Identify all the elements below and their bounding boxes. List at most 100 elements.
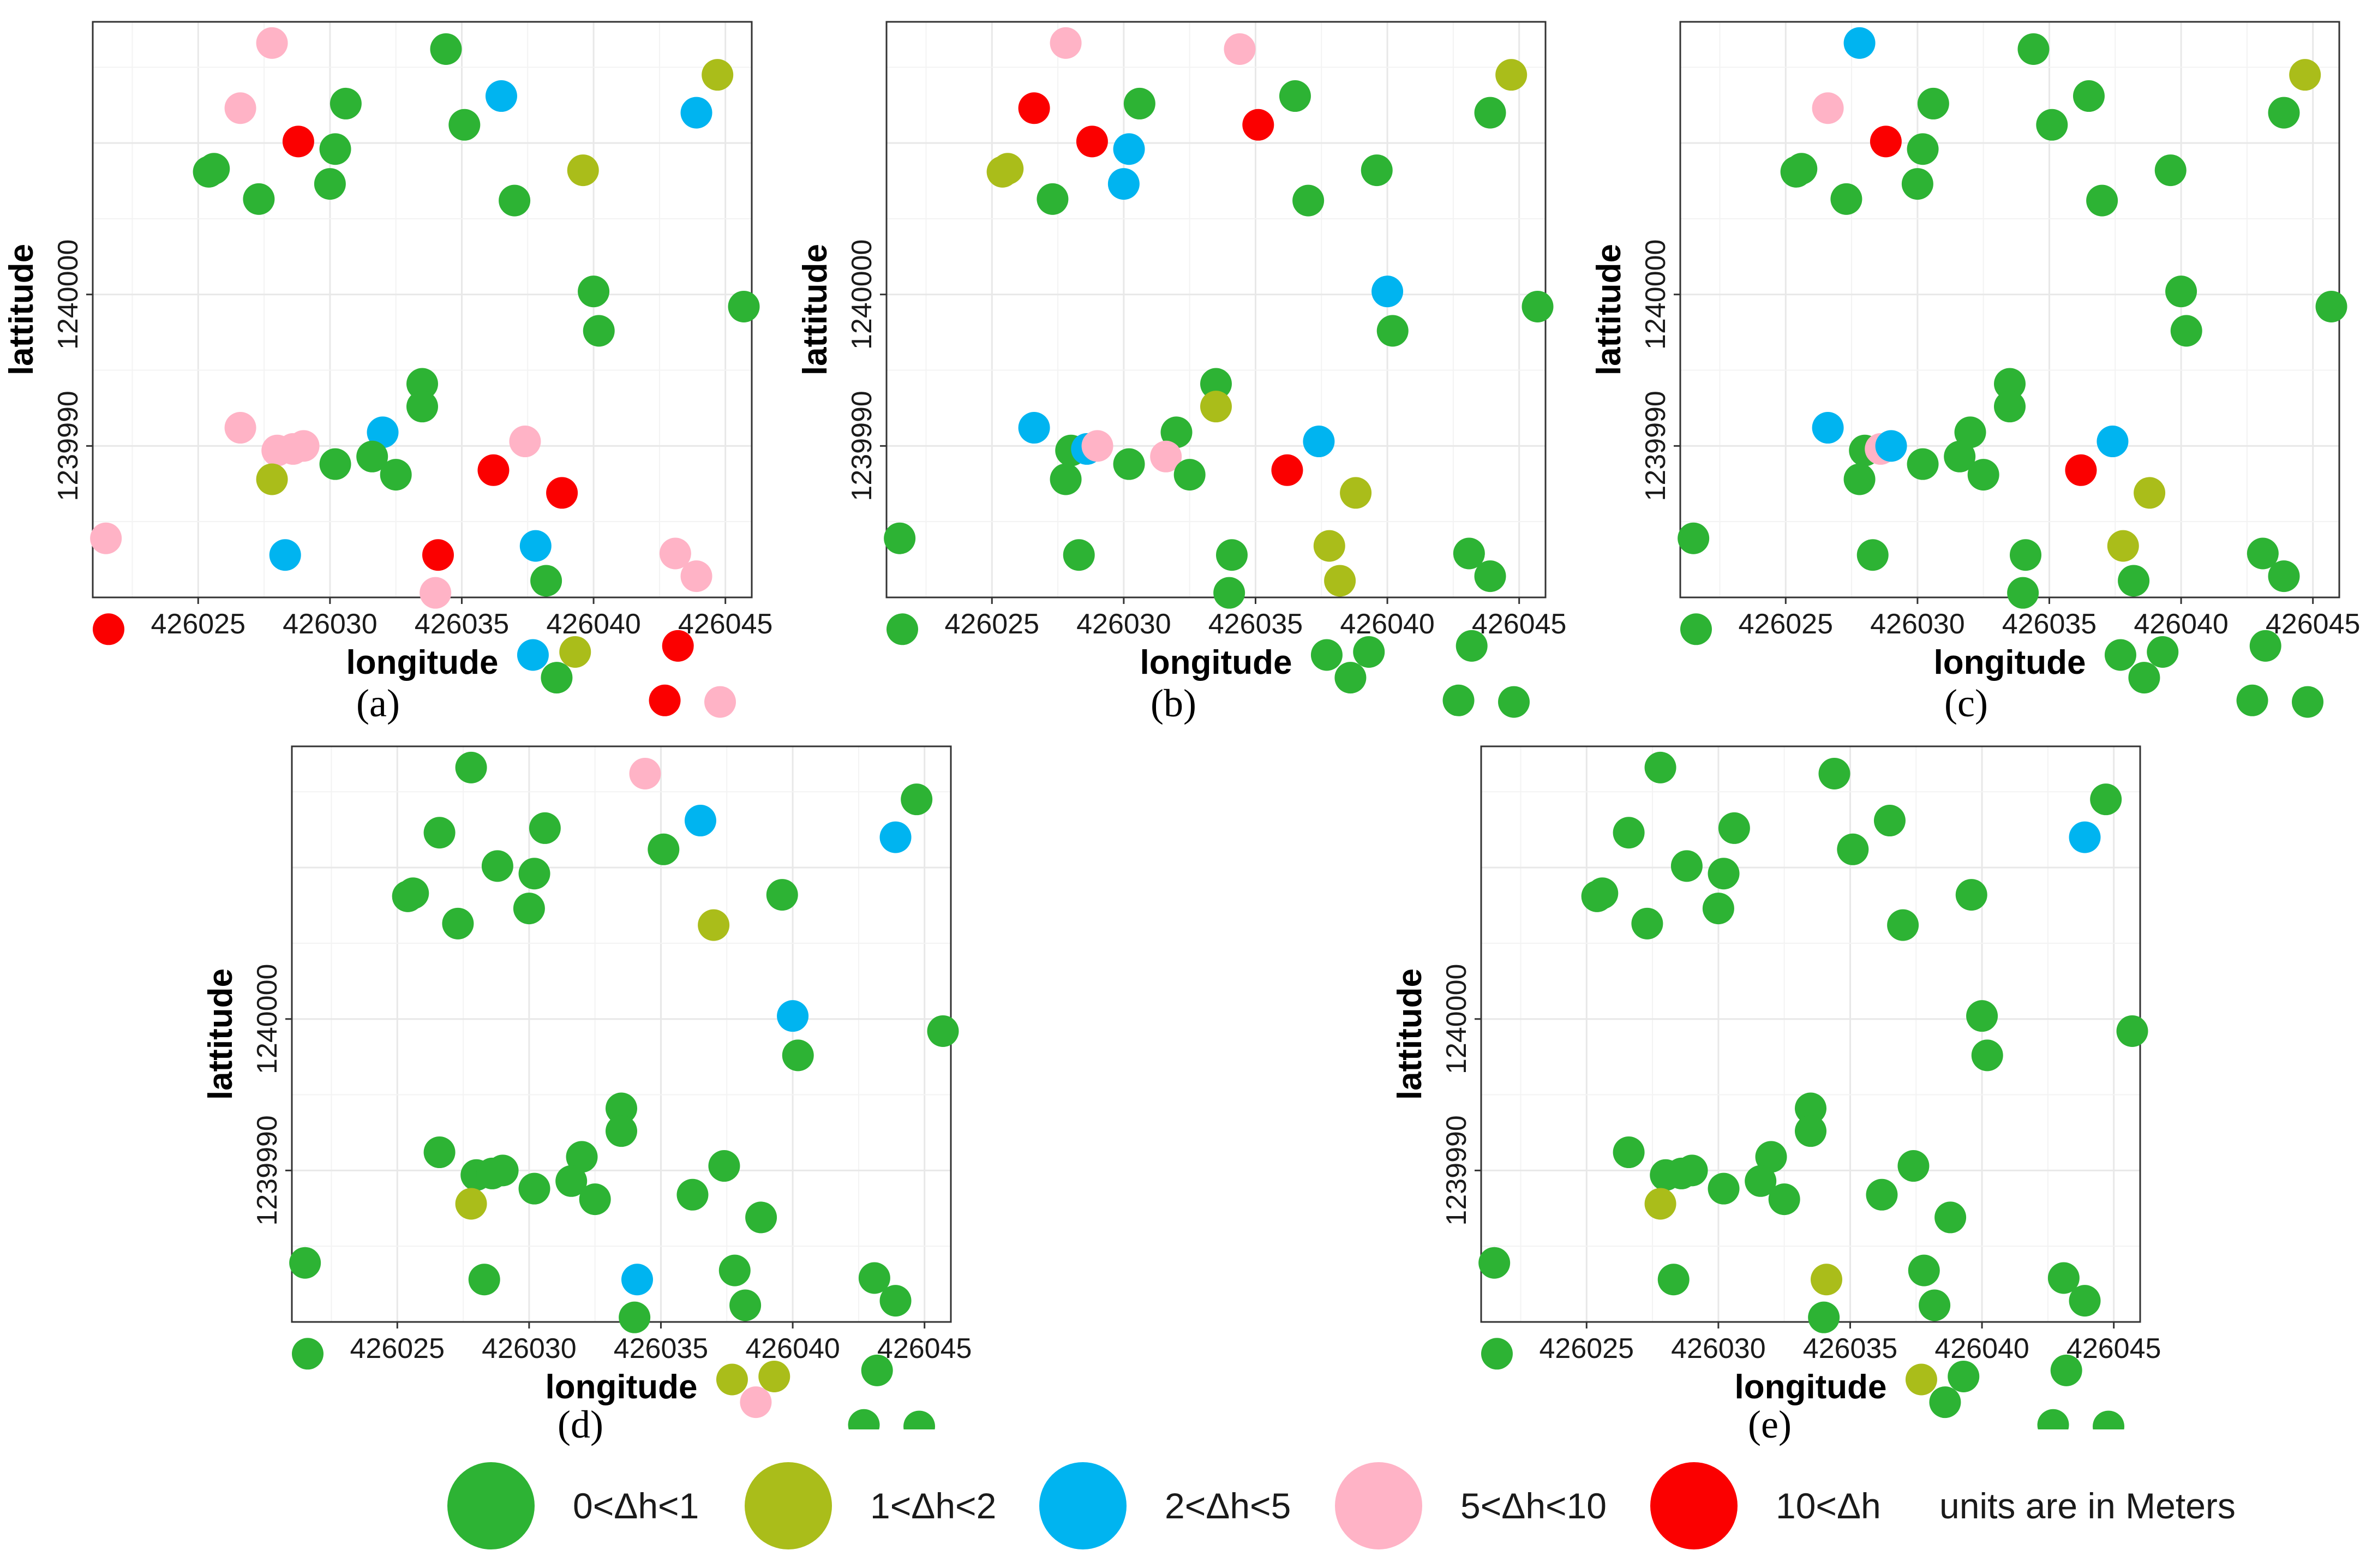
- data-point: [1887, 909, 1919, 941]
- data-point: [777, 1000, 809, 1032]
- x-tick-label: 426025: [1540, 1333, 1634, 1364]
- y-axis-title: lattitude: [3, 244, 40, 375]
- x-axis-title: longitude: [1735, 1368, 1887, 1406]
- data-point: [1670, 850, 1703, 882]
- y-tick-label: 1239990: [52, 391, 84, 501]
- data-point: [1873, 805, 1906, 837]
- data-point: [1453, 537, 1485, 570]
- data-point: [1875, 430, 1907, 462]
- data-point: [2118, 565, 2150, 597]
- data-point: [2097, 426, 2129, 458]
- data-point: [2069, 1285, 2101, 1317]
- data-point: [2065, 454, 2097, 486]
- data-point: [1812, 412, 1844, 444]
- data-point: [406, 391, 438, 423]
- data-point: [1631, 907, 1663, 939]
- data-point: [1478, 1247, 1511, 1279]
- data-point: [2116, 1015, 2148, 1047]
- data-point: [583, 315, 615, 347]
- data-point: [1455, 630, 1488, 662]
- data-point: [2017, 33, 2050, 65]
- data-point: [1680, 613, 1712, 645]
- x-tick-label: 426030: [283, 608, 378, 640]
- data-point: [1905, 1363, 1937, 1396]
- data-point: [1830, 183, 1862, 215]
- plot-frame: [1679, 21, 2340, 599]
- data-point: [1481, 1338, 1513, 1370]
- data-point: [1081, 430, 1113, 462]
- data-point: [224, 412, 256, 444]
- data-point: [1644, 1188, 1676, 1220]
- data-point: [740, 1386, 772, 1419]
- data-point: [1215, 539, 1248, 571]
- data-point: [2268, 560, 2300, 593]
- data-point: [1303, 426, 1335, 458]
- data-point: [448, 109, 481, 141]
- y-axis-title: lattitude: [1590, 244, 1628, 375]
- x-axis-title: longitude: [346, 644, 499, 681]
- data-point: [745, 1201, 777, 1234]
- data-point: [477, 454, 510, 486]
- data-point: [546, 477, 578, 509]
- data-point: [256, 27, 288, 59]
- data-point: [903, 1410, 936, 1429]
- data-point: [513, 893, 545, 925]
- data-point: [559, 636, 591, 668]
- data-point: [1657, 1264, 1690, 1296]
- panel-label-d: (d): [558, 1403, 603, 1446]
- data-point: [1967, 459, 1999, 491]
- data-point: [1442, 684, 1475, 716]
- data-point: [1292, 184, 1325, 217]
- data-point: [499, 184, 531, 217]
- y-tick-label: 1240000: [251, 964, 283, 1074]
- data-point: [1037, 183, 1069, 215]
- data-point: [518, 1172, 550, 1205]
- data-point: [698, 909, 730, 941]
- data-point: [319, 133, 351, 165]
- data-point: [291, 1338, 324, 1370]
- scatter-panels: 426025 426030 426035 426040 426045 1239990 124…: [3, 21, 2360, 1429]
- x-tick-label: 426035: [415, 608, 510, 640]
- data-point: [2154, 154, 2187, 187]
- data-point: [1837, 833, 1869, 865]
- data-point: [676, 1178, 709, 1211]
- data-point: [1907, 448, 1939, 480]
- data-point: [992, 153, 1024, 185]
- data-point: [243, 183, 275, 215]
- data-point: [1919, 1289, 1951, 1321]
- data-point: [1113, 133, 1145, 165]
- data-point: [289, 1247, 321, 1279]
- data-point: [708, 1150, 740, 1182]
- x-tick-label: 426035: [2002, 608, 2097, 640]
- data-point: [702, 59, 734, 91]
- data-point: [1955, 879, 1987, 911]
- x-tick-label: 426045: [678, 608, 773, 640]
- data-point: [2073, 80, 2105, 112]
- data-point: [1708, 858, 1740, 890]
- data-point: [2315, 290, 2347, 322]
- y-tick-label: 1240000: [1640, 240, 1672, 350]
- data-point: [659, 537, 691, 570]
- data-point: [1966, 1000, 1998, 1032]
- data-point: [648, 833, 680, 865]
- data-point: [224, 92, 256, 124]
- data-point: [1376, 315, 1409, 347]
- data-point: [518, 858, 550, 890]
- data-point: [269, 539, 301, 571]
- data-point: [1371, 276, 1404, 308]
- data-point: [90, 522, 122, 554]
- data-point: [1994, 391, 2026, 423]
- data-point: [1613, 817, 1645, 849]
- data-point: [879, 1285, 912, 1317]
- y-axis-title: lattitude: [202, 968, 239, 1100]
- data-point: [1870, 125, 1902, 158]
- data-point: [2134, 477, 2166, 509]
- legend-label: 2<Δh<5: [1165, 1486, 1291, 1526]
- plot-frame: [1480, 745, 2141, 1323]
- x-axis-title: longitude: [1934, 644, 2086, 681]
- x-tick-label: 426035: [1803, 1333, 1898, 1364]
- x-tick-label: 426040: [745, 1333, 840, 1364]
- data-point: [2069, 821, 2101, 853]
- data-point: [1897, 1150, 1930, 1182]
